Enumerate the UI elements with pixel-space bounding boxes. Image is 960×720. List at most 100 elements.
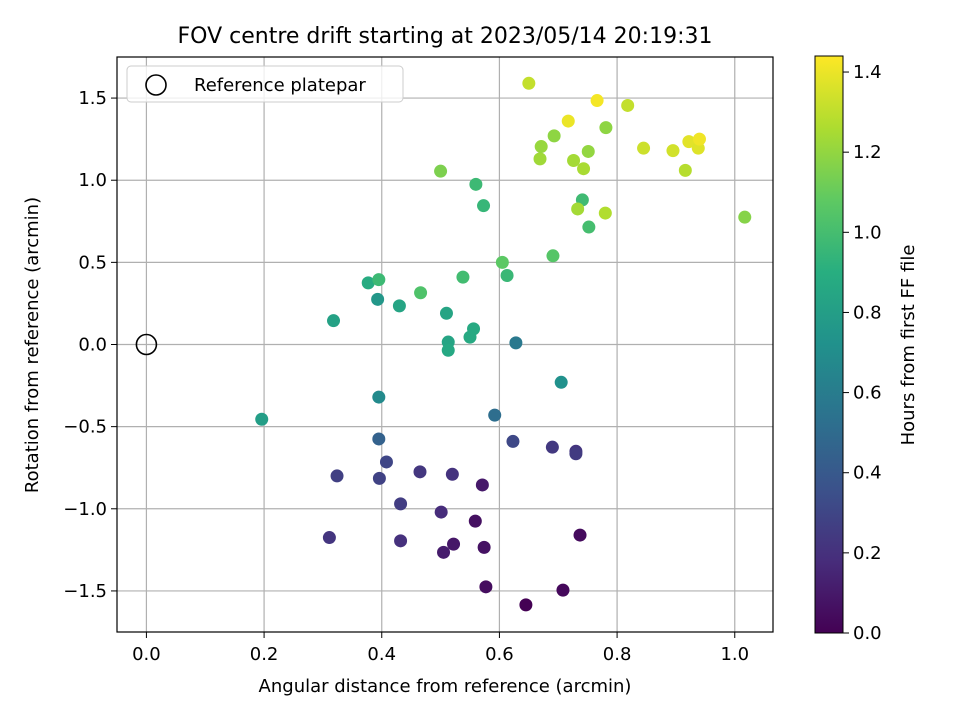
- data-point: [456, 270, 470, 284]
- data-point: [573, 528, 587, 542]
- data-point: [372, 273, 386, 287]
- data-point: [434, 505, 448, 519]
- y-tick-label: −0.5: [63, 417, 107, 438]
- data-point: [519, 598, 533, 612]
- data-point: [322, 531, 336, 545]
- data-point: [582, 220, 596, 234]
- data-point: [682, 135, 696, 149]
- data-point: [372, 390, 386, 404]
- data-point: [439, 306, 453, 320]
- data-point: [621, 98, 635, 112]
- data-point: [414, 286, 428, 300]
- colorbar-ticks: 0.0 0.2 0.4 0.6 0.8 1.0 1.2 1.4: [843, 62, 882, 644]
- colorbar-tick-label: 0.6: [853, 383, 882, 404]
- x-tick-label: 0.6: [485, 644, 514, 665]
- colorbar-label: Hours from first FF file: [898, 245, 919, 446]
- data-point: [468, 514, 482, 528]
- y-tick-label: 1.0: [78, 170, 107, 191]
- data-point: [495, 255, 509, 269]
- data-point: [522, 76, 536, 90]
- data-point: [571, 202, 585, 216]
- y-tick-label: −1.0: [63, 499, 107, 520]
- data-point: [361, 276, 375, 290]
- data-points: [255, 76, 752, 612]
- reference-marker: [135, 333, 158, 356]
- data-point: [371, 292, 385, 306]
- data-point: [556, 583, 570, 597]
- data-point: [379, 455, 393, 469]
- x-tick-label: 0.4: [367, 644, 396, 665]
- data-point: [545, 440, 559, 454]
- y-tick-label: 1.5: [78, 88, 107, 109]
- data-point: [500, 269, 514, 282]
- colorbar-tick-label: 0.4: [853, 463, 882, 484]
- x-tick-label: 1.0: [720, 644, 749, 665]
- legend: Reference platepar: [126, 65, 404, 103]
- reference-point: [135, 333, 158, 356]
- data-point: [434, 164, 448, 178]
- data-point: [637, 141, 651, 155]
- data-point: [506, 434, 520, 448]
- data-point: [469, 177, 483, 191]
- data-point: [447, 537, 461, 551]
- colorbar-tick-label: 0.0: [853, 623, 882, 644]
- y-axis-ticks: 1.5 1.0 0.5 0.0 −0.5 −1.0 −1.5: [63, 88, 117, 602]
- data-point: [561, 114, 575, 128]
- data-point: [394, 534, 408, 548]
- data-point: [547, 129, 561, 143]
- data-point: [392, 299, 406, 313]
- data-point: [738, 210, 752, 224]
- data-point: [590, 94, 604, 108]
- data-point: [534, 140, 548, 154]
- data-point: [327, 314, 341, 328]
- data-point: [678, 163, 692, 177]
- data-point: [394, 497, 408, 511]
- data-point: [546, 249, 560, 263]
- data-point: [437, 545, 451, 559]
- data-point: [569, 447, 583, 461]
- y-tick-label: 0.0: [78, 335, 107, 356]
- data-point: [330, 469, 344, 483]
- data-point: [488, 408, 502, 422]
- data-point: [533, 152, 547, 166]
- y-tick-label: −1.5: [63, 581, 107, 602]
- data-point: [567, 154, 581, 167]
- colorbar-tick-label: 1.4: [853, 62, 882, 83]
- colorbar-tick-label: 0.8: [853, 302, 882, 323]
- data-point: [577, 162, 591, 176]
- colorbar-tick-label: 1.0: [853, 222, 882, 243]
- x-tick-label: 0.8: [603, 644, 632, 665]
- colorbar-tick-label: 0.2: [853, 543, 882, 564]
- x-axis-label: Angular distance from reference (arcmin): [259, 676, 632, 697]
- data-point: [479, 580, 493, 594]
- x-tick-label: 0.0: [132, 644, 161, 665]
- y-axis-label: Rotation from reference (arcmin): [22, 197, 43, 493]
- data-point: [372, 471, 386, 485]
- colorbar: 0.0 0.2 0.4 0.6 0.8 1.0 1.2 1.4 Hours from firs…: [814, 55, 919, 644]
- data-point: [554, 375, 568, 389]
- data-point: [372, 432, 386, 446]
- data-point: [441, 343, 455, 357]
- x-tick-label: 0.2: [250, 644, 279, 665]
- legend-label: Reference platepar: [194, 75, 366, 96]
- legend-box: [126, 65, 404, 103]
- colorbar-gradient: [814, 55, 844, 634]
- data-point: [666, 144, 680, 158]
- colorbar-tick-label: 1.2: [853, 142, 882, 163]
- x-axis-ticks: 0.0 0.2 0.4 0.6 0.8 1.0: [132, 632, 749, 665]
- data-point: [445, 467, 459, 481]
- data-point: [692, 132, 706, 146]
- data-point: [599, 121, 613, 135]
- y-tick-label: 0.5: [78, 252, 107, 273]
- data-point: [477, 199, 491, 213]
- data-point: [413, 465, 427, 479]
- data-point: [477, 540, 491, 554]
- data-point: [255, 412, 269, 426]
- data-point: [475, 478, 489, 492]
- legend-reference-marker: [145, 74, 167, 96]
- data-point: [598, 206, 612, 220]
- data-point: [509, 336, 523, 350]
- data-point: [581, 144, 595, 158]
- chart-title: FOV centre drift starting at 2023/05/14 …: [178, 24, 713, 49]
